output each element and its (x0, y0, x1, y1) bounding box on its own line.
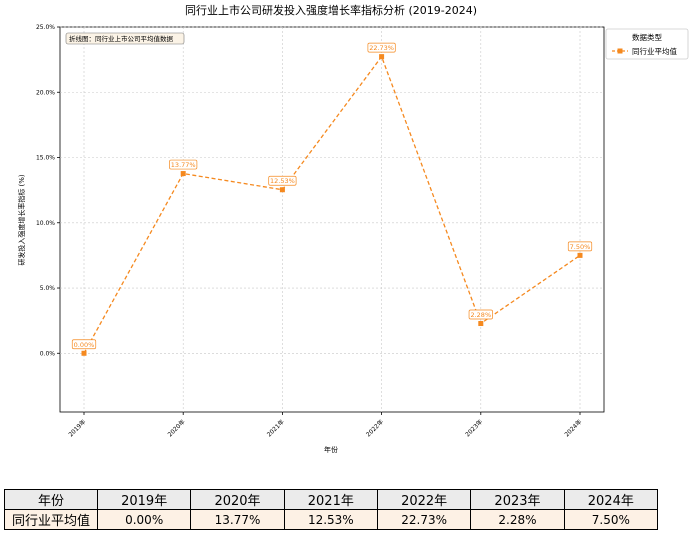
y-tick-label: 0.0% (40, 350, 56, 357)
y-tick-label: 20.0% (36, 89, 55, 96)
gridlines (60, 26, 604, 412)
series-line (83, 55, 581, 354)
table-header-cell: 2021年 (283, 489, 378, 510)
table-header-cell: 2024年 (563, 489, 659, 510)
data-label: 7.50% (570, 243, 591, 251)
annotation-text: 折线图：同行业上市公司平均值数据 (69, 34, 174, 43)
legend-series-label: 同行业平均值 (632, 46, 677, 56)
chart-title: 同行业上市公司研发投入强度增长率指标分析 (2019-2024) (185, 3, 477, 17)
plot-area (59, 26, 605, 413)
table-cell: 2.28% (470, 509, 565, 530)
data-labels: 0.00% 13.77% 12.53% 22.73% 2.28% 7.50% (71, 42, 593, 350)
x-axis-ticks: 2019年 2020年 2021年 2022年 2023年 2024年 (67, 412, 584, 439)
table-cell: 22.73% (376, 509, 472, 530)
x-tick-label: 2023年 (464, 418, 485, 439)
data-label-box (71, 339, 97, 350)
y-tick-label: 25.0% (36, 24, 55, 31)
x-tick-label: 2019年 (67, 418, 88, 439)
table-row: 同行业平均值 0.00% 13.77% 12.53% 22.73% 2.28% … (4, 509, 659, 530)
data-label: 22.73% (369, 44, 394, 52)
x-tick-label: 2024年 (563, 418, 584, 439)
annotation-box: 折线图：同行业上市公司平均值数据 (65, 32, 185, 45)
table-header-cell: 2023年 (470, 489, 565, 510)
table-header-row: 年份 2019年 2020年 2021年 2022年 2023年 2024年 (4, 489, 659, 510)
table-header-cell: 2019年 (96, 489, 192, 510)
table-cell: 7.50% (563, 509, 659, 530)
data-label-box (367, 42, 396, 53)
data-label: 2.28% (470, 311, 491, 319)
y-tick-label: 5.0% (40, 285, 56, 292)
data-label-box (268, 175, 297, 186)
table-header-cell: 2022年 (376, 489, 472, 510)
legend-title: 数据类型 (632, 32, 662, 42)
y-tick-label: 15.0% (36, 155, 55, 162)
x-tick-label: 2022年 (364, 418, 385, 439)
data-label: 12.53% (270, 177, 295, 185)
data-point (379, 54, 385, 60)
data-point (279, 187, 285, 193)
series-group (81, 54, 583, 356)
table-header-cell: 2020年 (190, 489, 285, 510)
x-tick-label: 2021年 (265, 418, 286, 439)
data-label: 13.77% (171, 161, 196, 169)
table-cell: 13.77% (190, 509, 285, 530)
legend-square-marker (617, 48, 623, 54)
table-header-label: 年份 (4, 489, 98, 510)
data-point (180, 171, 186, 177)
y-axis-label: 研发投入强度增长率指标 (%) (17, 174, 26, 266)
data-label: 0.00% (74, 341, 95, 349)
line-chart: 同行业上市公司研发投入强度增长率指标分析 (2019-2024) 0.0% 5.0… (17, 3, 689, 454)
data-label-box (169, 159, 198, 170)
x-axis-label: 年份 (324, 445, 338, 454)
table-row-label: 同行业平均值 (4, 509, 98, 530)
data-point (577, 252, 583, 258)
x-tick-label: 2020年 (166, 418, 187, 439)
data-label-box (567, 241, 593, 252)
y-axis-ticks: 0.0% 5.0% 10.0% 15.0% 20.0% 25.0% (36, 24, 60, 357)
data-point (81, 350, 87, 356)
data-point (478, 321, 484, 327)
data-table: 年份 2019年 2020年 2021年 2022年 2023年 2024年 同… (4, 489, 659, 530)
table-cell: 12.53% (283, 509, 378, 530)
table-cell: 0.00% (96, 509, 192, 530)
y-tick-label: 10.0% (36, 220, 55, 227)
legend[interactable]: 数据类型 同行业平均值 (605, 28, 689, 60)
data-label-box (468, 309, 493, 320)
